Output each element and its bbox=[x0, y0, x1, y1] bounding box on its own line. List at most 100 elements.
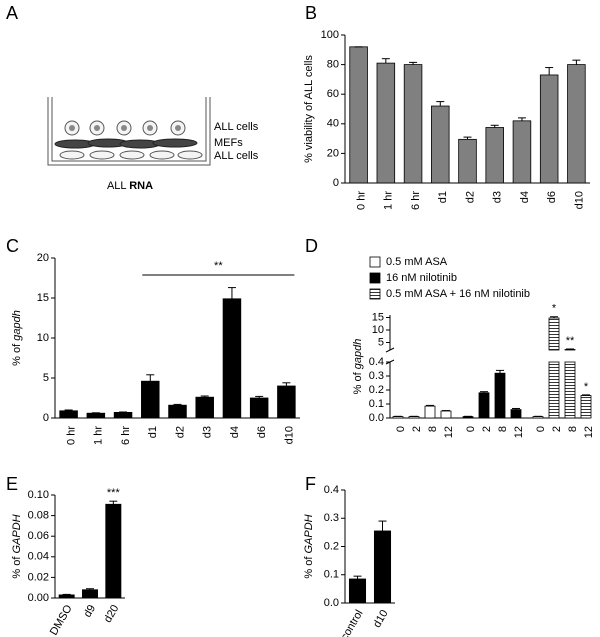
legend-swatch bbox=[369, 256, 381, 268]
y-tick-label: 40 bbox=[327, 118, 339, 130]
y-label-gene: gapdh bbox=[352, 339, 364, 370]
bar bbox=[580, 395, 592, 419]
x-tick-label: d6 bbox=[256, 426, 268, 438]
bar bbox=[349, 46, 368, 184]
panel-letter: F bbox=[305, 474, 316, 494]
bar bbox=[478, 392, 490, 419]
y-tick-label: 60 bbox=[327, 88, 339, 100]
y-tick-label: 0.1 bbox=[324, 569, 339, 581]
y-tick-label: 0.2 bbox=[324, 540, 339, 552]
y-label-text: % of bbox=[352, 371, 364, 394]
x-tick-label: d2 bbox=[464, 191, 476, 203]
bar-upper bbox=[564, 349, 576, 351]
y-label-text: % viability of ALL cells bbox=[303, 55, 315, 163]
y-tick-label: 0.3 bbox=[324, 512, 339, 524]
x-tick-label: d4 bbox=[519, 191, 531, 203]
x-tick-label: d3 bbox=[492, 191, 504, 203]
y-tick-label: 0.4 bbox=[369, 356, 384, 368]
y-label-gene: gapdh bbox=[11, 310, 23, 341]
caption-text: ALL bbox=[107, 180, 126, 192]
x-tick-label: 0 bbox=[535, 426, 547, 432]
y-tick-label: 20 bbox=[37, 252, 49, 264]
bar bbox=[82, 589, 98, 599]
bar bbox=[376, 62, 396, 184]
y-tick-label: 0.4 bbox=[324, 484, 339, 496]
x-tick-label: 1 hr bbox=[383, 191, 395, 210]
bar bbox=[59, 410, 78, 419]
bar bbox=[424, 405, 436, 419]
significance: * bbox=[552, 303, 557, 315]
y-tick-label: 20 bbox=[327, 147, 339, 159]
y-axis-label: % of gapdh bbox=[352, 339, 364, 395]
bar bbox=[58, 594, 75, 599]
x-tick-label: 2 bbox=[411, 426, 423, 432]
y-tick-label: 100 bbox=[321, 29, 339, 41]
bar bbox=[105, 503, 122, 599]
bar bbox=[458, 138, 477, 184]
y-tick-label: 0.0 bbox=[324, 597, 339, 609]
bar bbox=[141, 380, 160, 419]
bar bbox=[86, 412, 106, 419]
x-tick-label: 0 hr bbox=[356, 191, 368, 210]
y-tick-label: 10 bbox=[372, 324, 384, 336]
y-axis-label: % of GAPDH bbox=[303, 514, 315, 578]
y-label-text: % of bbox=[11, 343, 23, 366]
bar bbox=[249, 397, 269, 419]
bar bbox=[510, 409, 522, 419]
x-tick-label: 2 bbox=[551, 426, 563, 432]
y-tick-label: 0.06 bbox=[28, 530, 49, 542]
x-tick-label: d20 bbox=[102, 603, 122, 625]
x-tick-label: d9 bbox=[82, 603, 99, 620]
x-tick-label: 8 bbox=[567, 426, 579, 432]
y-axis-label: % of GAPDH bbox=[11, 514, 23, 578]
y-label-text: % of bbox=[11, 556, 23, 579]
x-tick-label: d2 bbox=[174, 426, 186, 438]
bar bbox=[494, 372, 506, 419]
well bbox=[47, 97, 211, 166]
x-tick-label: 8 bbox=[427, 426, 439, 432]
x-tick-label: 0 bbox=[465, 426, 477, 432]
bar bbox=[403, 64, 423, 184]
legend-swatch bbox=[369, 288, 381, 300]
diagram-caption: ALL RNA bbox=[107, 180, 153, 192]
x-tick-label: 6 hr bbox=[120, 426, 132, 445]
bar bbox=[168, 404, 187, 419]
x-tick-label: 12 bbox=[583, 426, 595, 438]
y-tick-label: 0 bbox=[43, 412, 49, 424]
x-tick-label: 0 bbox=[395, 426, 407, 432]
panel-letter: E bbox=[6, 474, 18, 494]
panel-letter: D bbox=[305, 236, 318, 256]
x-tick-label: 8 bbox=[497, 426, 509, 432]
y-tick-label: 0.02 bbox=[28, 571, 49, 583]
bar bbox=[485, 127, 504, 184]
legend-label: 0.5 mM ASA + 16 nM nilotinib bbox=[386, 288, 530, 300]
x-tick-label: d10 bbox=[573, 191, 585, 209]
bar bbox=[373, 530, 392, 604]
y-tick-label: 10 bbox=[37, 332, 49, 344]
x-tick-label: d10 bbox=[283, 426, 295, 444]
panel-letter: C bbox=[6, 236, 19, 256]
bar bbox=[440, 410, 452, 419]
x-tick-label: d1 bbox=[147, 426, 159, 438]
y-tick-label: 15 bbox=[372, 311, 384, 323]
significance: *** bbox=[107, 487, 121, 499]
y-tick-label: 0.0 bbox=[369, 412, 384, 424]
panel-letter: A bbox=[6, 3, 18, 23]
y-tick-label: 0.04 bbox=[28, 551, 49, 563]
y-axis-label: % viability of ALL cells bbox=[303, 55, 315, 163]
y-label-text: % of bbox=[303, 556, 315, 579]
y-tick-label: 5 bbox=[378, 336, 384, 348]
legend-label: 16 nM nilotinib bbox=[386, 272, 457, 284]
diagram: A ALL cells MEFs ALL cells ALL RNA bbox=[6, 3, 259, 192]
x-tick-label: 12 bbox=[443, 426, 455, 438]
x-tick-label: control bbox=[339, 608, 366, 637]
y-tick-label: 5 bbox=[43, 372, 49, 384]
bracket-label: ** bbox=[214, 260, 223, 272]
bar bbox=[548, 361, 560, 419]
caption-bold: RNA bbox=[129, 180, 153, 192]
bar bbox=[539, 74, 559, 184]
diagram-label: ALL cells bbox=[214, 150, 259, 162]
significance: ** bbox=[566, 335, 575, 347]
y-tick-label: 80 bbox=[327, 59, 339, 71]
y-tick-label: 0.10 bbox=[28, 489, 49, 501]
